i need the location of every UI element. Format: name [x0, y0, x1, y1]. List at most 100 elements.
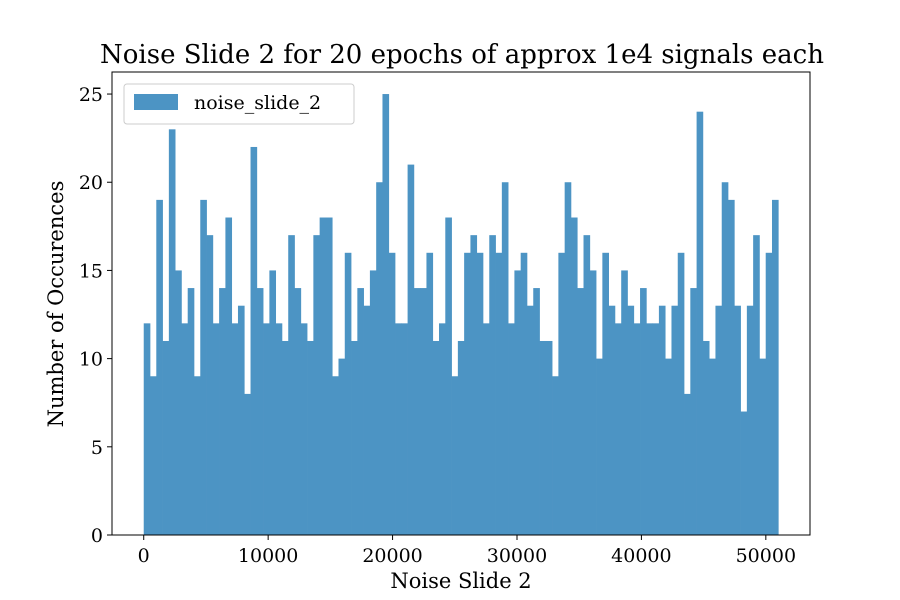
histogram-bar — [652, 323, 660, 535]
histogram-bar — [457, 340, 465, 535]
histogram-bar — [181, 323, 189, 535]
histogram-bar — [363, 305, 371, 535]
histogram-bar — [753, 235, 760, 535]
x-tick-label: 30000 — [487, 545, 547, 567]
histogram-bar — [577, 288, 584, 535]
histogram-bar — [407, 164, 415, 535]
histogram-bar — [570, 217, 578, 535]
histogram-bar — [162, 340, 170, 535]
x-axis-label: Noise Slide 2 — [390, 569, 531, 593]
histogram-bar — [256, 288, 264, 535]
histogram-bar — [702, 340, 710, 535]
histogram-bar — [771, 199, 779, 535]
histogram-bar — [596, 358, 603, 535]
histogram-bar — [589, 270, 597, 535]
histogram-bar — [369, 270, 377, 535]
histogram-bar — [156, 199, 163, 535]
histogram-bar — [646, 323, 653, 535]
histogram-bar — [533, 288, 540, 535]
histogram-bar — [627, 305, 635, 535]
histogram-bar — [244, 393, 251, 535]
histogram-bar — [602, 252, 609, 536]
histogram-bar — [344, 252, 352, 536]
histogram-bar — [426, 252, 434, 536]
histogram-bar — [432, 340, 440, 535]
histogram-bar — [677, 252, 685, 536]
histogram-bar — [219, 288, 226, 535]
histogram-bar — [489, 235, 496, 535]
histogram-bar — [728, 199, 735, 535]
x-tick-label: 50000 — [736, 545, 796, 567]
histogram-bar — [520, 252, 528, 536]
legend-box — [123, 83, 355, 125]
histogram-bar — [552, 376, 559, 535]
histogram-bar — [501, 182, 509, 535]
histogram-bar — [388, 252, 396, 536]
histogram-bar — [439, 323, 446, 535]
histogram-bar — [275, 323, 283, 535]
histogram-bar — [175, 270, 182, 535]
histogram-bar — [269, 270, 277, 535]
histogram-bar — [709, 358, 716, 535]
y-axis-ticks: 0 5 10 15 20 25 — [79, 84, 112, 547]
y-tick-label: 5 — [91, 437, 103, 459]
histogram-bar — [526, 305, 534, 535]
y-tick-label: 20 — [79, 172, 103, 194]
histogram-bar — [395, 323, 402, 535]
histogram-bar — [143, 323, 151, 535]
histogram-bar — [288, 235, 295, 535]
histogram-bar — [558, 252, 566, 536]
histogram-bar — [382, 94, 390, 536]
histogram-bar — [539, 340, 547, 535]
histogram-bar — [307, 340, 314, 535]
histogram-bar — [621, 270, 628, 535]
histogram-bar — [514, 270, 522, 535]
histogram-bar — [413, 288, 421, 535]
histogram-bars — [143, 94, 779, 536]
histogram-bar — [376, 182, 383, 535]
histogram-bar — [583, 235, 591, 535]
histogram-bar — [200, 199, 207, 535]
y-axis-label: Number of Occurences — [44, 181, 68, 428]
histogram-bar — [464, 252, 471, 536]
histogram-bar — [665, 358, 672, 535]
histogram-bar — [237, 305, 245, 535]
histogram-bar — [281, 340, 289, 535]
histogram-bar — [401, 323, 408, 535]
histogram-bar — [294, 288, 302, 535]
x-tick-label: 0 — [138, 545, 150, 567]
histogram-bar — [734, 305, 741, 535]
histogram-bar — [690, 288, 697, 535]
histogram-bar — [470, 235, 478, 535]
histogram-bar — [564, 182, 572, 535]
histogram-bar — [319, 217, 327, 535]
histogram-bar — [684, 393, 691, 535]
y-tick-label: 10 — [79, 349, 103, 371]
histogram-bar — [482, 323, 490, 535]
histogram-bar — [187, 288, 195, 535]
histogram-bar — [746, 305, 754, 535]
histogram-bar — [545, 340, 553, 535]
x-tick-label: 20000 — [362, 545, 422, 567]
histogram-bar — [445, 217, 452, 535]
x-tick-label: 40000 — [611, 545, 671, 567]
histogram-bar — [150, 376, 157, 535]
histogram-bar — [451, 376, 459, 535]
histogram-bar — [740, 411, 748, 535]
histogram-bar — [614, 323, 622, 535]
histogram-bar — [206, 235, 214, 535]
histogram-bar — [476, 252, 484, 536]
histogram-bar — [225, 217, 233, 535]
legend: noise_slide_2 — [123, 83, 355, 125]
histogram-bar — [715, 305, 723, 535]
histogram-bar — [263, 323, 270, 535]
histogram-bar — [696, 111, 704, 535]
y-tick-label: 25 — [79, 84, 103, 106]
histogram-bar — [420, 288, 427, 535]
histogram-bar — [765, 252, 773, 536]
histogram-bar — [633, 323, 641, 535]
x-axis-ticks: 0 10000 20000 30000 40000 50000 — [138, 535, 796, 567]
legend-swatch — [134, 94, 178, 110]
y-tick-label: 0 — [91, 525, 103, 547]
histogram-bar — [332, 376, 339, 535]
